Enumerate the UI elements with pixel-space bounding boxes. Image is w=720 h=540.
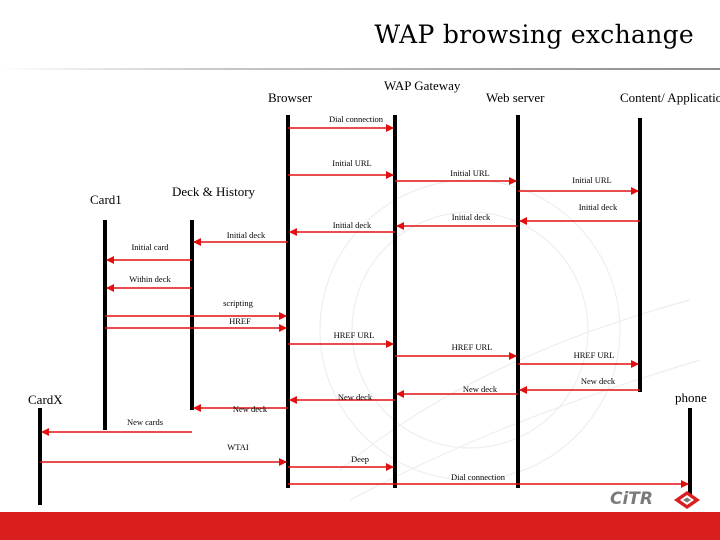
bottom-bar xyxy=(0,512,720,540)
participant-content-app: Content/ Application xyxy=(620,90,720,105)
msg-label-new-cards: New cards xyxy=(127,417,163,427)
msg-label-href-url-3: HREF URL xyxy=(574,350,615,360)
slide-title: WAP browsing exchange xyxy=(374,20,694,49)
msg-label-href-url-2: HREF URL xyxy=(452,342,493,352)
msg-label-new-deck-4: New deck xyxy=(233,404,268,414)
msg-label-initial-deck-2: Initial deck xyxy=(452,212,491,222)
msg-label-new-deck-3: New deck xyxy=(338,392,373,402)
msg-label-dial-connection-1: Dial connection xyxy=(329,114,384,124)
lifelines xyxy=(38,115,692,505)
title-divider xyxy=(0,68,720,70)
participant-browser: Browser xyxy=(268,90,313,105)
watermark xyxy=(319,179,701,501)
participant-web-server: Web server xyxy=(486,90,545,105)
msg-label-dial-connection-2: Dial connection xyxy=(451,472,506,482)
participant-deck-history: Deck & History xyxy=(172,184,256,199)
msg-label-initial-url-1: Initial URL xyxy=(332,158,371,168)
msg-label-href-url-1: HREF URL xyxy=(334,330,375,340)
msg-label-initial-deck-4: Initial deck xyxy=(227,230,266,240)
msg-label-new-deck-1: New deck xyxy=(581,376,616,386)
participant-wap-gateway: WAP Gateway xyxy=(384,78,461,93)
msg-label-initial-url-2: Initial URL xyxy=(450,168,489,178)
citr-logo-mark xyxy=(674,491,700,509)
msg-label-initial-deck-3: Initial deck xyxy=(333,220,372,230)
msg-label-scripting: scripting xyxy=(223,298,253,308)
msg-label-wtai: WTAI xyxy=(227,442,249,452)
participant-labels: Card1 Deck & History Browser WAP Gateway… xyxy=(28,78,720,407)
participant-phone: phone xyxy=(675,390,707,405)
msg-label-initial-deck-1: Initial deck xyxy=(579,202,618,212)
msg-label-deep: Deep xyxy=(351,454,369,464)
participant-cardx: CardX xyxy=(28,392,63,407)
message-arrows xyxy=(40,124,689,488)
citr-logo: CiTR xyxy=(610,489,710,513)
msg-label-initial-url-3: Initial URL xyxy=(572,175,611,185)
msg-label-initial-card: Initial card xyxy=(131,242,169,252)
participant-card1: Card1 xyxy=(90,192,122,207)
message-labels: Dial connection Initial URL Initial URL … xyxy=(127,114,618,482)
msg-label-within-deck: Within deck xyxy=(129,274,171,284)
msg-label-new-deck-2: New deck xyxy=(463,384,498,394)
msg-label-href: HREF xyxy=(229,316,251,326)
citr-logo-text: CiTR xyxy=(610,489,653,509)
